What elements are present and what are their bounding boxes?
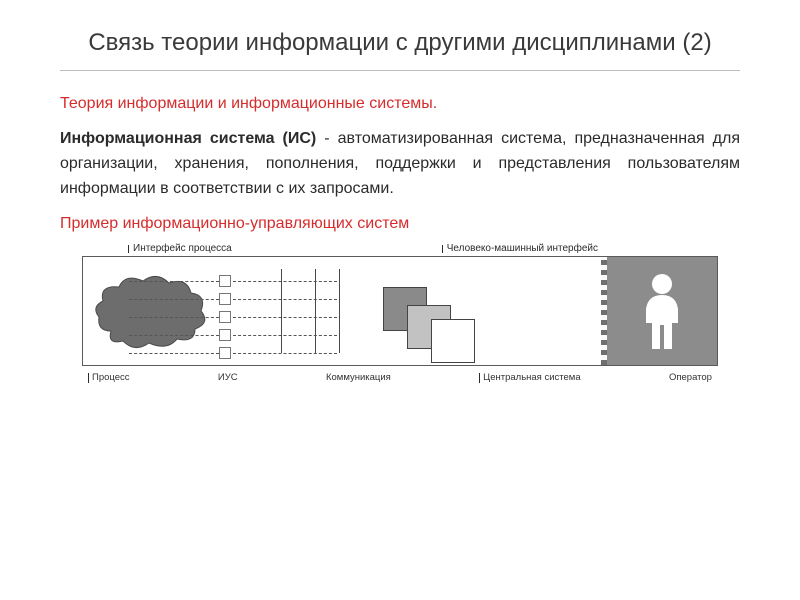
subheading: Теория информации и информационные систе… (60, 95, 740, 113)
interface-box (219, 293, 231, 305)
top-label-right: Человеко-машинный интерфейс (442, 243, 598, 254)
diagram-container: Интерфейс процесса Человеко-машинный инт… (82, 243, 718, 383)
bottom-label-4: Оператор (669, 372, 712, 383)
comm-bar (339, 269, 340, 353)
signal-line (233, 317, 337, 318)
signal-line (129, 353, 219, 354)
operator-panel (607, 257, 717, 365)
signal-line (233, 281, 337, 282)
signal-line (129, 281, 219, 282)
interface-box (219, 329, 231, 341)
body-bold-term: Информационная система (ИС) (60, 130, 316, 147)
bottom-label-3: Центральная система (479, 372, 580, 383)
hmi-border (601, 257, 607, 365)
process-cloud-icon (91, 271, 211, 351)
interface-box (219, 347, 231, 359)
bottom-label-2: Коммуникация (326, 372, 391, 383)
interface-box (219, 275, 231, 287)
body-paragraph: Информационная система (ИС) - автоматизи… (60, 127, 740, 201)
diagram-bottom-labels: Процесс ИУС Коммуникация Центральная сис… (82, 372, 718, 383)
signal-line (233, 353, 337, 354)
diagram-top-labels: Интерфейс процесса Человеко-машинный инт… (82, 243, 718, 254)
central-system-block (431, 319, 475, 363)
signal-line (129, 299, 219, 300)
diagram (82, 256, 718, 366)
interface-box (219, 311, 231, 323)
signal-line (129, 335, 219, 336)
signal-line (129, 317, 219, 318)
slide-title: Связь теории информации с другими дисцип… (60, 28, 740, 58)
comm-bar (315, 269, 316, 353)
example-heading: Пример информационно-управляющих систем (60, 215, 740, 233)
top-label-left: Интерфейс процесса (128, 243, 232, 254)
bottom-label-1: ИУС (218, 372, 238, 383)
bottom-label-0: Процесс (88, 372, 130, 383)
signal-line (233, 299, 337, 300)
comm-bar (281, 269, 282, 353)
signal-line (233, 335, 337, 336)
person-icon (636, 271, 688, 351)
divider (60, 70, 740, 71)
